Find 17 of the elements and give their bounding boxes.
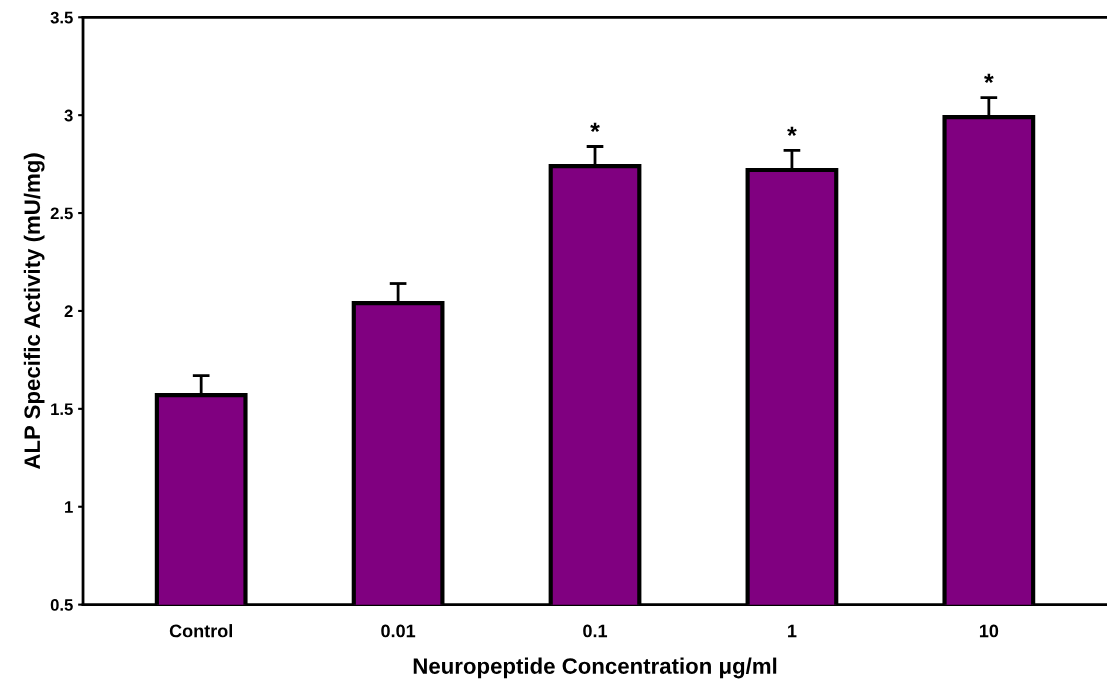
annotation: * <box>984 73 994 84</box>
annotation: * <box>590 122 600 133</box>
x-tick-label: 0.01 <box>381 624 416 638</box>
y-tick-label: 3.5 <box>50 11 73 24</box>
y-tick-label: 2.5 <box>50 207 73 220</box>
y-axis-title: ALP Specific Activity (mU/mg) <box>23 153 45 470</box>
y-tick-label: 1.5 <box>51 403 73 416</box>
x-tick-label: 10 <box>979 624 999 638</box>
x-tick-label: 1 <box>788 624 797 638</box>
y-tick-label: 3 <box>64 109 73 122</box>
y-tick-label: 1 <box>65 501 73 513</box>
x-axis-title: Neuropeptide Concentration μg/ml <box>413 657 777 679</box>
x-tick-label: 0.1 <box>583 624 608 638</box>
annotation: * <box>787 126 797 136</box>
y-tick-label: 0.5 <box>50 599 73 611</box>
x-tick-label: Control <box>169 624 232 638</box>
y-tick-label: 2 <box>64 305 73 317</box>
